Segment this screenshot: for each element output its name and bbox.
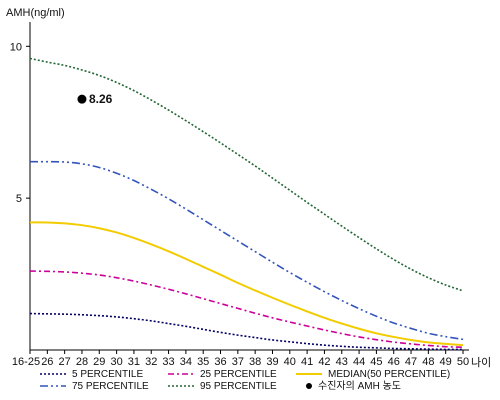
series-line-95-percentile	[29, 57, 464, 292]
x-tick-label: 45	[370, 356, 382, 368]
x-tick-label: 33	[162, 356, 174, 368]
legend-label: MEDIAN(50 PERCENTILE)	[328, 369, 450, 380]
x-tick-label: 41	[301, 356, 313, 368]
x-tick-label: 49	[440, 356, 452, 368]
x-tick-label: 36	[214, 356, 226, 368]
y-tick-label: 5	[16, 193, 22, 205]
legend-point-swatch	[306, 383, 312, 389]
x-tick-label: 26	[41, 356, 53, 368]
legend-label: 75 PERCENTILE	[72, 381, 149, 392]
x-tick-label: 44	[353, 356, 365, 368]
x-tick-label: 48	[422, 356, 434, 368]
series-line-median-50-percentile	[29, 221, 464, 347]
legend-label: 25 PERCENTILE	[200, 369, 277, 380]
x-tick-label: 46	[388, 356, 400, 368]
x-tick-label: 50	[457, 356, 469, 368]
x-tick-label: 40	[284, 356, 296, 368]
x-tick-label: 27	[59, 356, 71, 368]
x-tick-label: 47	[405, 356, 417, 368]
y-axis-label: AMH(ng/ml)	[6, 7, 65, 19]
x-tick-label: 32	[145, 356, 157, 368]
patient-amh-point	[77, 94, 87, 104]
series-lines	[29, 57, 464, 351]
x-tick-label: 31	[128, 356, 140, 368]
x-ticks: 16-25 26 27 28 29 30 31 32 33 34 35 36 37 38 39 40 41 42 4…	[12, 350, 469, 368]
x-tick-label: 37	[232, 356, 244, 368]
x-tick-label: 29	[93, 356, 105, 368]
y-ticks: 5 10	[10, 41, 30, 205]
x-tick-label: 43	[336, 356, 348, 368]
y-tick-label: 10	[10, 41, 22, 53]
x-tick-label: 42	[318, 356, 330, 368]
x-axis-label: 나이	[471, 356, 491, 369]
series-line-75-percentile	[29, 160, 464, 341]
patient-amh-value-label: 8.26	[89, 92, 113, 106]
legend-label: 수진자의 AMH 농도	[318, 380, 401, 392]
x-tick-label: 38	[249, 356, 261, 368]
x-tick-label: 16-25	[12, 356, 40, 368]
legend-label: 95 PERCENTILE	[200, 381, 277, 392]
x-tick-label: 39	[266, 356, 278, 368]
x-tick-label: 28	[76, 356, 88, 368]
axes	[29, 22, 469, 351]
series-line-25-percentile	[29, 270, 464, 349]
x-tick-label: 30	[110, 356, 122, 368]
x-tick-label: 34	[180, 356, 192, 368]
x-tick-label: 35	[197, 356, 209, 368]
legend-label: 5 PERCENTILE	[72, 369, 143, 380]
series-line-5-percentile	[29, 312, 464, 351]
legend: 5 PERCENTILE 25 PERCENTILE MEDIAN(50 PERCE…	[40, 369, 450, 392]
data-points: 8.26	[77, 92, 113, 106]
